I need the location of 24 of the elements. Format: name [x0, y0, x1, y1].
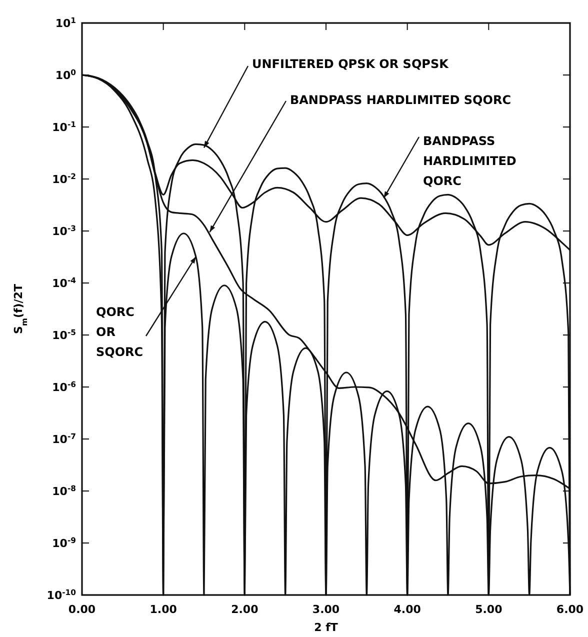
y-tick-label: 10$^{-10}$: [46, 588, 76, 602]
annotation: UNFILTERED QPSK OR SQPSK: [252, 57, 450, 71]
y-tick-label: 10$^{-4}$: [52, 276, 76, 290]
y-tick-label: 10$^{-5}$: [52, 328, 76, 342]
x-tick-label: 6.00: [556, 603, 584, 616]
x-tick-label: 5.00: [475, 603, 503, 616]
y-tick-label: 10$^{-7}$: [52, 432, 76, 446]
x-tick-label: 1.00: [150, 603, 178, 616]
y-tick-label: 10$^{1}$: [55, 16, 76, 30]
annotation: QORC OR SQORC: [96, 305, 144, 359]
annotation: BANDPASS HARDLIMITED SQORC: [290, 93, 512, 107]
x-axis-title: 2 fT: [314, 621, 338, 634]
x-tick-label: 2.00: [231, 603, 259, 616]
y-tick-label: 10$^{-9}$: [52, 536, 76, 550]
y-tick-label: 10$^{-8}$: [52, 484, 76, 498]
y-tick-label: 10$^{0}$: [55, 68, 76, 82]
y-tick-label: 10$^{-6}$: [52, 380, 76, 394]
x-tick-label: 4.00: [394, 603, 422, 616]
y-tick-label: 10$^{-2}$: [52, 172, 76, 186]
x-tick-label: 0.00: [68, 603, 96, 616]
y-tick-label: 10$^{-1}$: [52, 120, 76, 134]
annotation: BANDPASS HARDLIMITED QORC: [423, 134, 516, 188]
x-tick-label: 3.00: [312, 603, 340, 616]
y-tick-label: 10$^{-3}$: [52, 224, 76, 238]
